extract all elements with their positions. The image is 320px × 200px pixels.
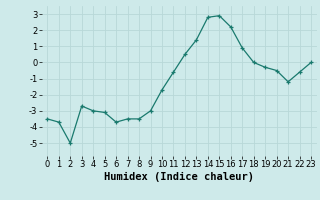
X-axis label: Humidex (Indice chaleur): Humidex (Indice chaleur)	[104, 172, 254, 182]
